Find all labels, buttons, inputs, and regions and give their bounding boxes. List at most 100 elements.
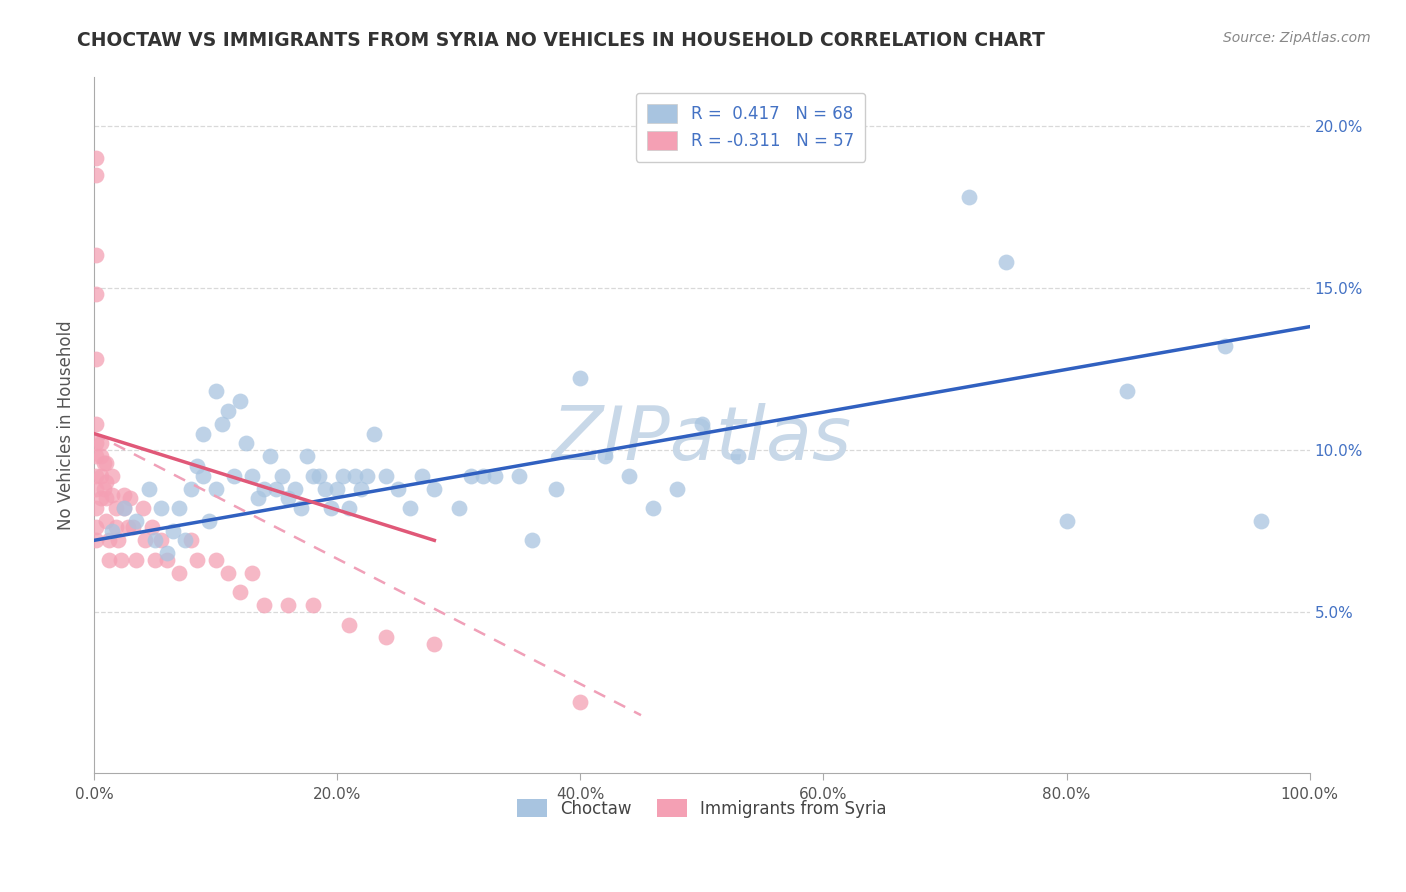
Point [143, 553, 166, 567]
Point [593, 449, 616, 463]
Point [193, 426, 215, 441]
Point [86, 520, 108, 534]
Point [204, 384, 226, 399]
Point [217, 566, 239, 580]
Point [229, 585, 252, 599]
Point [411, 468, 433, 483]
Point [374, 468, 396, 483]
Point [143, 533, 166, 548]
Point [156, 553, 179, 567]
Point [350, 482, 373, 496]
Point [301, 468, 323, 483]
Point [174, 533, 197, 548]
Point [186, 458, 208, 473]
Point [86, 468, 108, 483]
Point [104, 520, 127, 534]
Point [460, 468, 482, 483]
Point [120, 491, 142, 506]
Point [204, 482, 226, 496]
Point [204, 553, 226, 567]
Point [101, 524, 124, 538]
Point [356, 468, 378, 483]
Point [121, 520, 143, 534]
Point [112, 500, 135, 515]
Point [94, 514, 117, 528]
Point [253, 482, 276, 496]
Point [666, 482, 689, 496]
Point [235, 436, 257, 450]
Point [301, 598, 323, 612]
Point [134, 533, 156, 548]
Point [399, 500, 422, 515]
Point [117, 520, 139, 534]
Point [290, 500, 312, 515]
Point [423, 637, 446, 651]
Point [107, 533, 129, 548]
Point [1250, 514, 1272, 528]
Point [162, 524, 184, 538]
Point [101, 468, 124, 483]
Point [104, 500, 127, 515]
Point [86, 436, 108, 450]
Point [156, 546, 179, 560]
Point [332, 468, 354, 483]
Point [141, 520, 163, 534]
Point [180, 482, 202, 496]
Point [266, 482, 288, 496]
Point [149, 500, 172, 515]
Point [186, 553, 208, 567]
Point [569, 371, 592, 385]
Point [90, 468, 112, 483]
Point [374, 631, 396, 645]
Point [471, 468, 494, 483]
Point [94, 491, 117, 506]
Point [86, 533, 108, 548]
Point [643, 500, 665, 515]
Point [112, 488, 135, 502]
Point [131, 500, 153, 515]
Point [994, 255, 1017, 269]
Point [229, 394, 252, 409]
Point [112, 500, 135, 515]
Point [259, 449, 281, 463]
Point [180, 533, 202, 548]
Legend: Choctaw, Immigrants from Syria: Choctaw, Immigrants from Syria [510, 792, 893, 824]
Point [423, 482, 446, 496]
Point [167, 566, 190, 580]
Point [138, 482, 160, 496]
Point [271, 468, 294, 483]
Point [544, 482, 567, 496]
Point [1056, 514, 1078, 528]
Point [94, 456, 117, 470]
Point [283, 482, 305, 496]
Point [93, 456, 115, 470]
Point [520, 533, 543, 548]
Point [97, 553, 120, 567]
Point [295, 449, 318, 463]
Point [86, 287, 108, 301]
Point [957, 190, 980, 204]
Point [344, 468, 367, 483]
Point [86, 248, 108, 262]
Point [277, 598, 299, 612]
Point [217, 404, 239, 418]
Text: CHOCTAW VS IMMIGRANTS FROM SYRIA NO VEHICLES IN HOUSEHOLD CORRELATION CHART: CHOCTAW VS IMMIGRANTS FROM SYRIA NO VEHI… [77, 31, 1045, 50]
Point [86, 417, 108, 431]
Point [90, 449, 112, 463]
Point [727, 449, 749, 463]
Point [211, 417, 233, 431]
Point [277, 491, 299, 506]
Point [86, 449, 108, 463]
Point [690, 417, 713, 431]
Point [125, 553, 148, 567]
Point [193, 468, 215, 483]
Y-axis label: No Vehicles in Household: No Vehicles in Household [58, 320, 75, 530]
Point [314, 482, 336, 496]
Point [240, 468, 263, 483]
Point [86, 168, 108, 182]
Point [326, 482, 349, 496]
Point [247, 491, 270, 506]
Point [308, 468, 330, 483]
Point [125, 514, 148, 528]
Point [90, 491, 112, 506]
